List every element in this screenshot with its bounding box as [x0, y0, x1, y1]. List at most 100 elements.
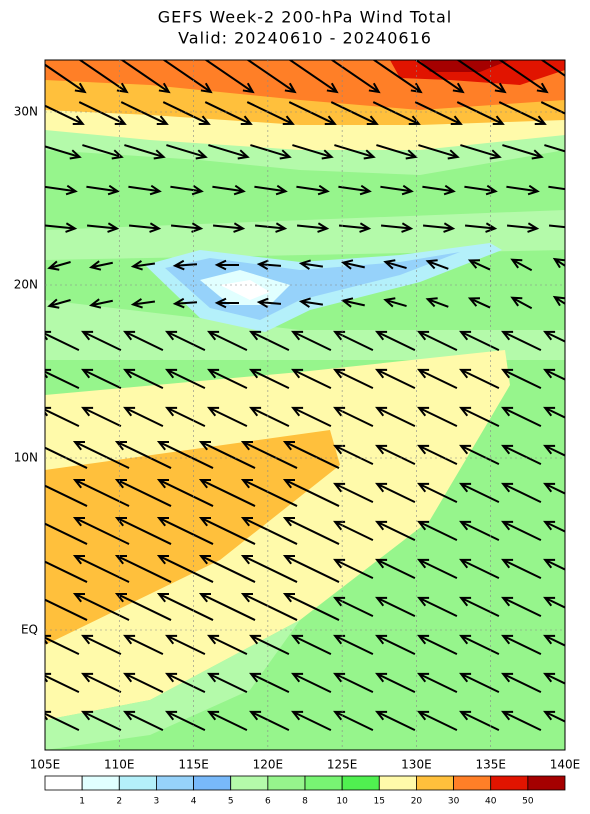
wind-arrow: [162, 101, 211, 125]
wind-arrow: [165, 672, 206, 694]
wind-arrow: [207, 672, 248, 694]
colorbar-box: [193, 775, 232, 791]
wind-arrow: [204, 60, 255, 94]
wind-arrow: [333, 520, 374, 542]
wind-arrow: [78, 60, 129, 94]
colorbar-box: [44, 775, 83, 791]
wind-arrow: [88, 298, 113, 309]
wind-arrow: [81, 406, 122, 428]
lon-label: 130E: [401, 758, 432, 772]
wind-arrow: [498, 101, 547, 125]
wind-arrow: [501, 596, 542, 618]
wind-arrow: [249, 406, 290, 428]
wind-arrow: [383, 259, 407, 270]
wind-arrow: [459, 558, 500, 580]
wind-arrow: [333, 482, 374, 504]
wind-arrow: [212, 184, 246, 196]
wind-arrow: [47, 298, 71, 309]
wind-arrow: [417, 482, 458, 504]
wind-arrow: [417, 368, 458, 390]
wind-arrow: [198, 478, 256, 507]
colorbar-box: [267, 775, 306, 791]
wind-arrow: [172, 259, 198, 271]
wind-arrow: [414, 101, 463, 125]
wind-arrow: [506, 184, 540, 196]
wind-arrow: [156, 516, 214, 545]
wind-arrow: [156, 478, 214, 507]
wind-arrow: [375, 520, 416, 542]
wind-arrow: [291, 368, 332, 390]
wind-arrow: [81, 330, 122, 352]
wind-arrow: [81, 672, 122, 694]
wind-arrow: [170, 184, 204, 196]
wind-arrow: [156, 440, 214, 469]
wind-arrow: [45, 560, 88, 583]
colorbar-label: 10: [336, 797, 348, 807]
wind-arrow: [198, 592, 256, 621]
wind-arrow: [123, 672, 164, 694]
wind-arrow: [333, 672, 374, 694]
axis-labels: 30N 20N 10N EQ 105E 110E 115E 120E 125E 130E 135E 1…: [14, 60, 580, 772]
wind-arrow: [198, 554, 256, 583]
wind-arrow: [383, 297, 407, 308]
wind-arrow: [552, 295, 565, 307]
wind-arrow: [165, 710, 206, 732]
wind-arrow: [333, 558, 374, 580]
wind-arrow: [548, 224, 565, 229]
wind-arrow: [459, 368, 500, 390]
wind-arrow: [338, 184, 372, 196]
wind-arrow: [296, 184, 330, 196]
wind-arrow: [120, 60, 171, 94]
wind-arrow: [502, 144, 544, 160]
wind-arrow: [81, 710, 122, 732]
wind-arrow: [338, 222, 372, 233]
wind-arrow: [291, 406, 332, 428]
wind-arrow: [114, 554, 172, 583]
colorbar-label: 50: [522, 797, 534, 807]
wind-arrow: [282, 478, 340, 507]
colorbar-box: [453, 775, 492, 791]
wind-arrow: [334, 144, 376, 160]
colorbar-label: 2: [116, 797, 122, 807]
wind-arrow: [417, 444, 458, 466]
wind-arrow: [376, 144, 418, 160]
wind-arrow: [249, 634, 290, 656]
wind-arrow: [375, 558, 416, 580]
wind-arrow: [162, 60, 213, 94]
title: GEFS Week-2 200-hPa Wind Total: [158, 8, 452, 27]
wind-arrow: [282, 440, 340, 469]
wind-arrow: [249, 330, 290, 352]
wind-arrow: [288, 101, 337, 125]
wind-arrow: [501, 634, 542, 656]
wind-arrow: [330, 60, 381, 94]
wind-arrow: [417, 558, 458, 580]
wind-arrow: [425, 297, 449, 308]
colorbar-box: [118, 775, 157, 791]
wind-arrow: [114, 440, 172, 469]
wind-arrow: [375, 330, 416, 352]
wind-arrow: [422, 222, 456, 233]
wind-arrow: [333, 330, 374, 352]
colorbar-box: [341, 775, 380, 791]
wind-arrow: [156, 592, 214, 621]
wind-arrow: [254, 222, 288, 233]
wind-arrow: [375, 368, 416, 390]
wind-arrow: [282, 592, 340, 621]
wind-arrow: [256, 297, 282, 309]
wind-arrow: [417, 672, 458, 694]
wind-arrow: [501, 558, 542, 580]
colorbar-box: [416, 775, 454, 791]
wind-arrow: [165, 368, 206, 390]
wind-arrow: [380, 184, 414, 196]
wind-arrow: [548, 185, 565, 191]
wind-arrow: [456, 101, 505, 125]
colorbar-box: [490, 775, 529, 791]
wind-arrow: [166, 144, 208, 160]
wind-arrow: [123, 368, 164, 390]
wind-arrow: [254, 184, 288, 196]
wind-arrow: [292, 144, 334, 160]
wind-arrow: [82, 144, 124, 160]
wind-vectors: [45, 60, 565, 732]
wind-arrow: [246, 101, 295, 125]
map-frame: [44, 59, 566, 751]
